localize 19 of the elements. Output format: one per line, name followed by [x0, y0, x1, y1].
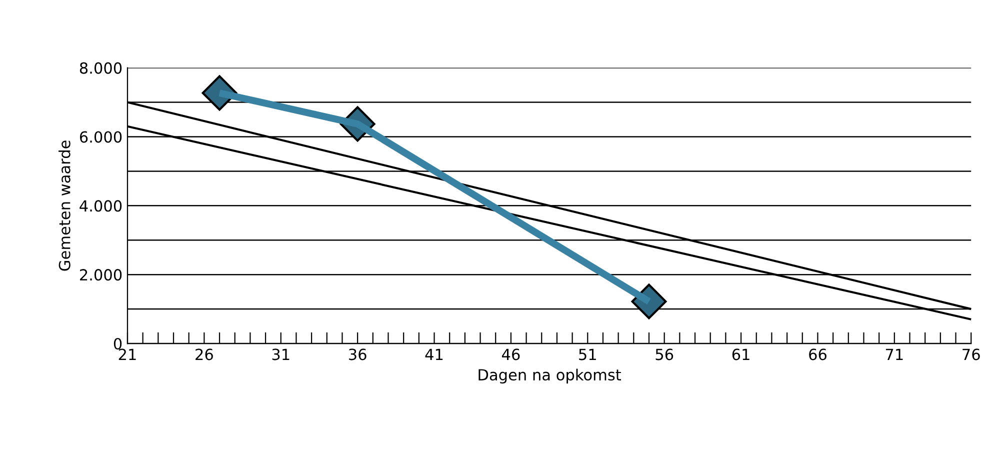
- x-tick-label: 51: [579, 348, 596, 360]
- y-tick-label: 0: [114, 338, 122, 350]
- x-tick-label: 76: [962, 348, 980, 360]
- x-tick-label: 71: [886, 348, 903, 360]
- y-tick-label: 2.000: [80, 269, 122, 281]
- x-tick-label: 26: [196, 348, 213, 360]
- x-tick-label: 56: [656, 348, 674, 360]
- y-tick-label: 4.000: [80, 200, 122, 212]
- x-tick-label: 36: [349, 348, 366, 360]
- x-tick-label: 31: [272, 348, 290, 360]
- y-axis-title: Gemeten waarde: [58, 140, 70, 271]
- x-tick-label: 61: [732, 348, 750, 360]
- x-tick-label: 46: [502, 348, 520, 360]
- y-tick-label: 8.000: [80, 62, 122, 74]
- x-tick-label: 41: [425, 348, 443, 360]
- x-tick-label: 21: [118, 348, 136, 360]
- x-tick-label: 66: [809, 348, 826, 360]
- y-tick-label: 6.000: [80, 131, 122, 143]
- x-axis-title: Dagen na opkomst: [478, 368, 622, 384]
